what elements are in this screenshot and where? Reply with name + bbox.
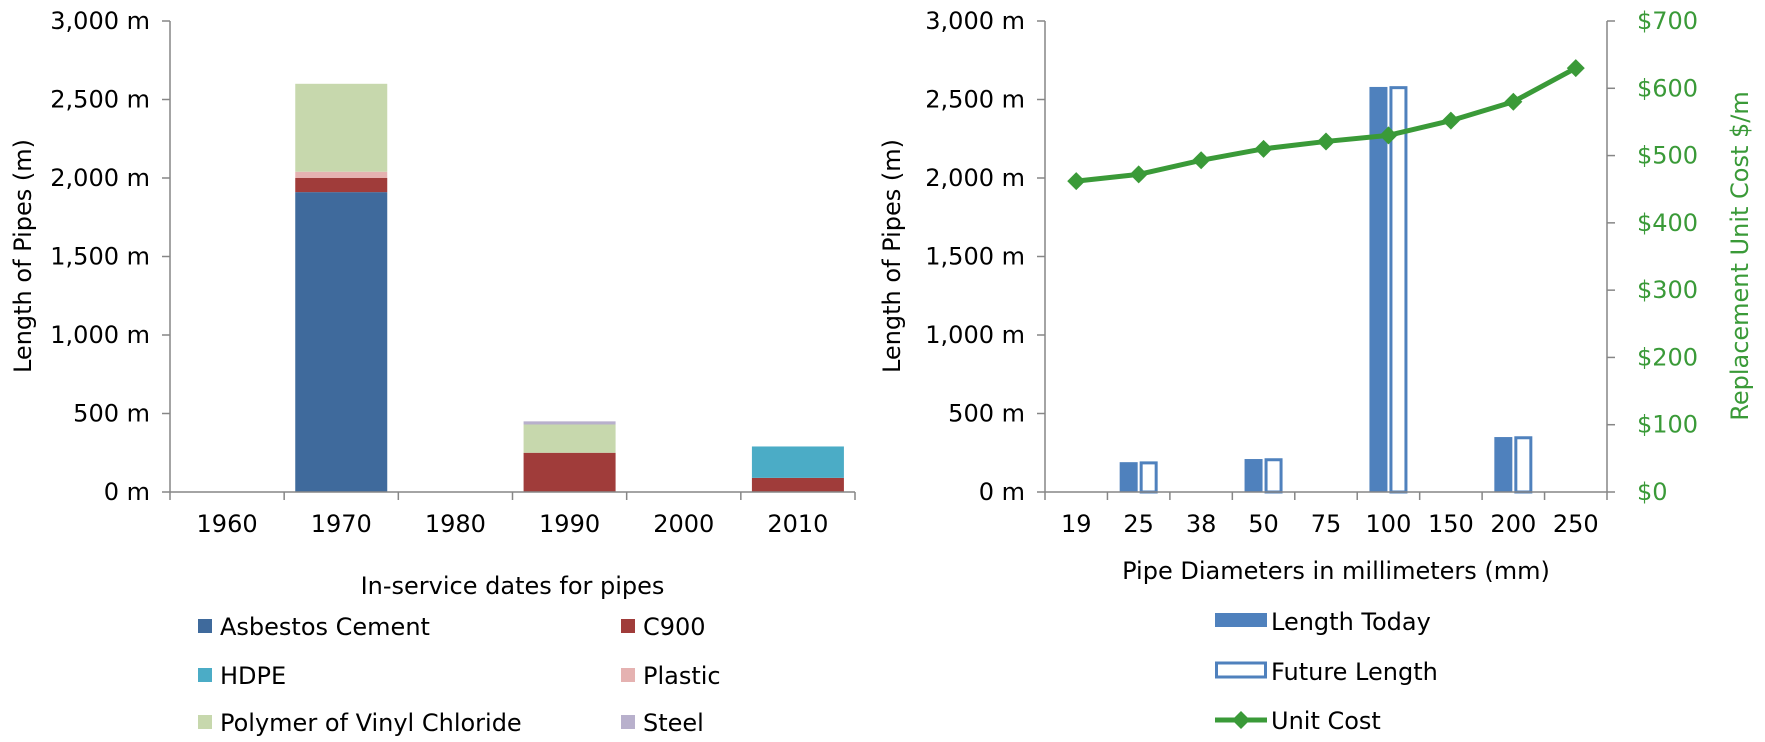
left-y-tick-label: 3,000 m (50, 7, 150, 35)
right-y2-tick-label: $200 (1637, 343, 1698, 371)
left-y-tick-label: 2,500 m (50, 86, 150, 114)
right-point-unit-cost-25 (1129, 165, 1148, 184)
right-y2-tick-label: $500 (1637, 142, 1698, 170)
left-legend-label-polymer-of-vinyl-chloride: Polymer of Vinyl Chloride (220, 709, 522, 737)
right-y2-tick-label: $100 (1637, 411, 1698, 439)
left-legend-label-steel: Steel (643, 709, 704, 737)
right-legend-label-future-length: Future Length (1271, 658, 1438, 686)
right-point-unit-cost-38 (1192, 151, 1211, 170)
right-legend-swatch-length-today (1215, 613, 1267, 627)
right-x-tick-label: 250 (1553, 510, 1599, 538)
left-bar-asbestos-cement-1970 (295, 192, 388, 492)
right-x-tick-label: 50 (1248, 510, 1279, 538)
right-x-tick-label: 200 (1490, 510, 1536, 538)
left-bar-c900-2010 (751, 477, 844, 492)
right-y-tick-label: 0 m (979, 478, 1025, 506)
right-legend-label-length-today: Length Today (1271, 608, 1431, 636)
right-x-axis-title: Pipe Diameters in millimeters (mm) (1122, 557, 1550, 585)
right-x-tick-label: 25 (1123, 510, 1154, 538)
right-y-tick-label: 1,000 m (925, 321, 1025, 349)
right-y-tick-label: 3,000 m (925, 7, 1025, 35)
left-legend-swatch-steel (621, 715, 635, 729)
left-legend-swatch-hdpe (198, 668, 212, 682)
right-y-tick-label: 2,000 m (925, 164, 1025, 192)
left-legend-label-hdpe: HDPE (220, 662, 286, 690)
right-point-unit-cost-100 (1379, 126, 1398, 145)
left-y-tick-label: 2,000 m (50, 164, 150, 192)
left-legend-swatch-c900 (621, 619, 635, 633)
right-y-tick-label: 2,500 m (925, 86, 1025, 114)
left-bar-polymer-of-vinyl-chloride-1970 (295, 83, 388, 172)
right-point-unit-cost-75 (1317, 132, 1335, 151)
left-legend-swatch-polymer-of-vinyl-chloride (198, 715, 212, 729)
right-legend-label-unit-cost: Unit Cost (1271, 707, 1381, 735)
right-x-tick-label: 75 (1311, 510, 1342, 538)
right-x-tick-label: 19 (1061, 510, 1092, 538)
right-bar-length-today-25 (1119, 462, 1138, 492)
right-point-unit-cost-50 (1254, 139, 1273, 158)
right-point-unit-cost-200 (1504, 92, 1523, 111)
left-x-tick-label: 2000 (653, 510, 714, 538)
right-legend-swatch-unit-cost-marker (1232, 711, 1250, 729)
left-x-tick-label: 2010 (767, 510, 828, 538)
right-y2-tick-label: $700 (1637, 7, 1698, 35)
left-legend-swatch-asbestos-cement (198, 619, 212, 633)
right-legend-swatch-future-length (1215, 661, 1267, 679)
left-x-tick-label: 1960 (197, 510, 258, 538)
left-x-tick-label: 1980 (425, 510, 486, 538)
left-chart: 0 m 500 m 1,000 m 1,500 m 2,000 m 2,500 m 3,00… (9, 7, 856, 737)
right-bar-length-today-200 (1494, 437, 1513, 492)
right-x-tick-label: 38 (1186, 510, 1217, 538)
left-y-tick-label: 1,500 m (50, 243, 150, 271)
right-y2-tick-label: $400 (1637, 209, 1698, 237)
left-legend-swatch-plastic (621, 668, 635, 682)
right-y-tick-label: 1,500 m (925, 243, 1025, 271)
left-legend-label-asbestos-cement: Asbestos Cement (220, 613, 430, 641)
left-y-tick-label: 500 m (73, 400, 150, 428)
right-chart: 0 m 500 m 1,000 m 1,500 m 2,000 m 2,500 m 3,00… (878, 7, 1754, 735)
right-y2-tick-label: $300 (1637, 276, 1698, 304)
left-y-axis-title: Length of Pipes (m) (9, 139, 37, 373)
left-bar-c900-1970 (295, 178, 388, 193)
right-point-unit-cost-250 (1566, 59, 1585, 78)
left-legend-label-c900: C900 (643, 613, 706, 641)
right-point-unit-cost-150 (1441, 111, 1460, 130)
right-bar-future-length-50 (1264, 458, 1283, 494)
left-bar-hdpe-2010 (751, 446, 844, 478)
left-y-tick-label: 1,000 m (50, 321, 150, 349)
right-y2-tick-label: $0 (1637, 478, 1668, 506)
right-bar-future-length-200 (1514, 436, 1533, 494)
right-point-unit-cost-19 (1067, 172, 1086, 191)
right-y2-axis-title: Replacement Unit Cost $/m (1726, 91, 1754, 421)
left-x-tick-label: 1990 (539, 510, 600, 538)
right-line-unit-cost (1075, 65, 1577, 184)
right-y-axis-title: Length of Pipes (m) (878, 139, 906, 373)
right-bar-length-today-50 (1244, 459, 1263, 492)
right-y-tick-label: 500 m (948, 400, 1025, 428)
right-y2-tick-label: $600 (1637, 74, 1698, 102)
right-bar-future-length-25 (1139, 461, 1158, 494)
left-x-axis-title: In-service dates for pipes (361, 572, 665, 600)
left-y-tick-label: 0 m (104, 478, 150, 506)
right-x-tick-label: 100 (1366, 510, 1412, 538)
left-bar-steel-1990 (523, 421, 616, 425)
left-x-tick-label: 1970 (311, 510, 372, 538)
right-bar-future-length-100 (1389, 86, 1408, 494)
left-legend-label-plastic: Plastic (643, 662, 721, 690)
right-bar-length-today-100 (1369, 86, 1388, 492)
left-bar-plastic-1970 (295, 171, 388, 178)
left-bar-c900-1990 (523, 452, 616, 492)
right-x-tick-label: 150 (1428, 510, 1474, 538)
left-bar-polymer-of-vinyl-chloride-1990 (523, 424, 616, 453)
